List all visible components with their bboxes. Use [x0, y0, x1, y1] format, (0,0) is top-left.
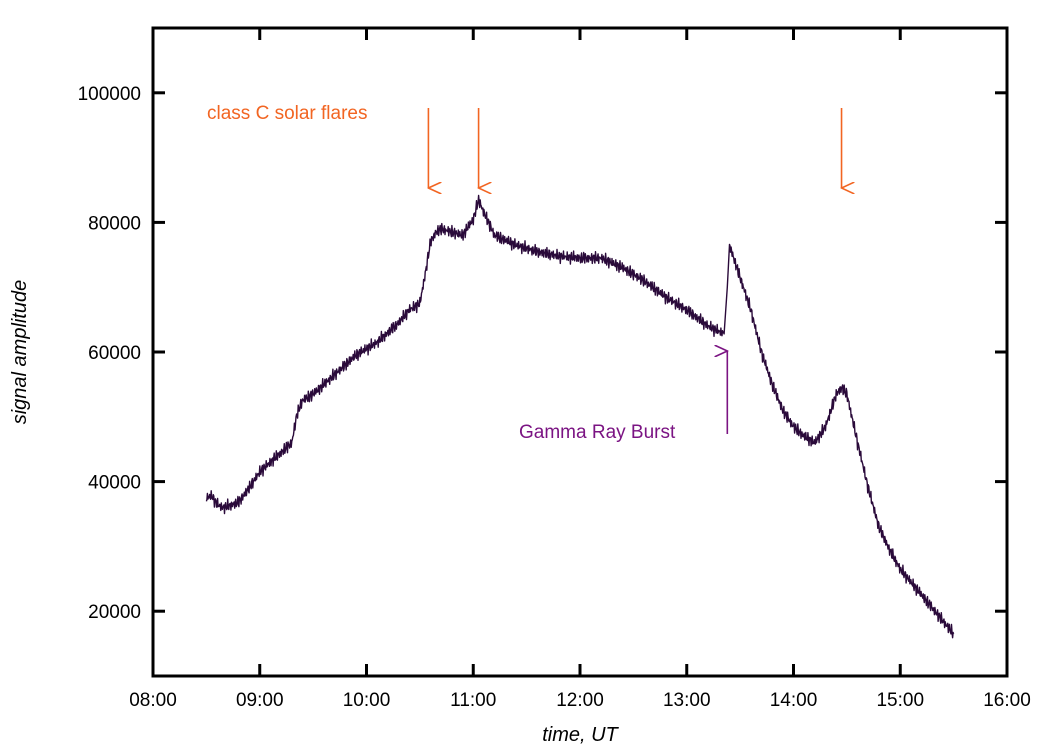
x-tick-label-6: 14:00	[770, 690, 818, 711]
tick-labels: 08:00 09:00 10:00 11:00 12:00 13:00 14:00 15:00…	[78, 84, 1031, 711]
x-tick-label-4: 12:00	[556, 690, 604, 711]
x-tick-label-8: 16:00	[983, 690, 1031, 711]
x-tick-label-2: 10:00	[343, 690, 391, 711]
x-tick-label-7: 15:00	[876, 690, 924, 711]
annotation-solar-flares-label: class C solar flares	[207, 103, 368, 124]
signal-series-line	[205, 194, 955, 639]
y-tick-label-1: 40000	[88, 473, 141, 494]
x-axis-title: time, UT	[542, 724, 619, 746]
axis-ticks	[151, 28, 1009, 676]
y-tick-label-4: 100000	[78, 84, 141, 105]
y-axis-title: signal amplitude	[9, 280, 31, 425]
plot-frame	[151, 26, 1009, 678]
y-tick-label-2: 60000	[88, 343, 141, 364]
y-tick-label-3: 80000	[88, 213, 141, 234]
x-tick-label-5: 13:00	[663, 690, 711, 711]
annotation-gamma-ray-burst-label: Gamma Ray Burst	[519, 422, 676, 443]
x-tick-label-3: 11:00	[450, 690, 496, 711]
x-tick-label-1: 09:00	[236, 690, 284, 711]
y-tick-label-0: 20000	[88, 602, 141, 623]
x-tick-label-0: 08:00	[129, 690, 177, 711]
annotations: class C solar flares Gamma Ray Burst	[207, 103, 842, 443]
